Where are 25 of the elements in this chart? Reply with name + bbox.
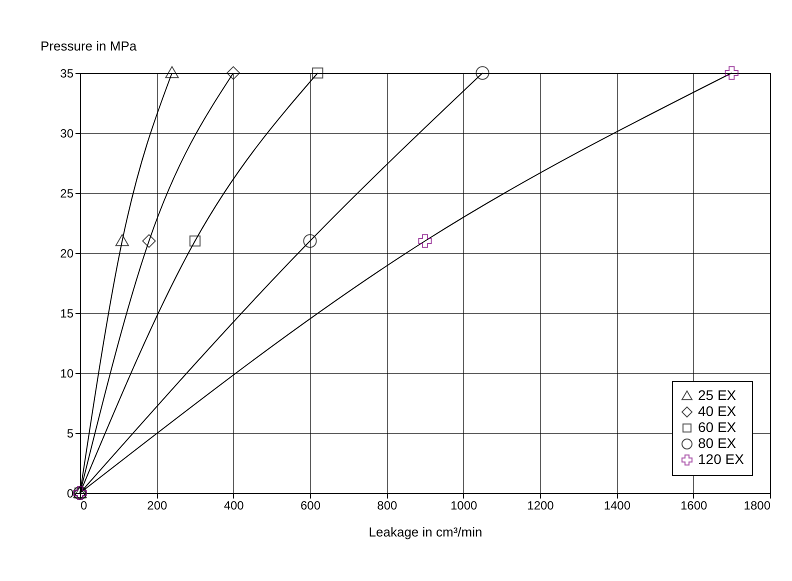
legend-label: 120 EX xyxy=(698,451,745,467)
legend-label: 40 EX xyxy=(698,403,737,419)
y-tick-label: 10 xyxy=(60,366,74,380)
x-tick-label: 200 xyxy=(147,498,168,512)
x-tick-label: 400 xyxy=(224,498,244,512)
y-tick-label: 5 xyxy=(66,426,74,440)
y-axis-title: Pressure in MPa xyxy=(40,38,138,54)
x-tick-label: 1800 xyxy=(744,498,771,512)
x-tick-label: 0 xyxy=(80,498,88,512)
x-tick-label: 1200 xyxy=(527,498,554,512)
y-tick-label: 20 xyxy=(60,246,74,260)
x-tick-label: 1400 xyxy=(604,498,631,512)
x-axis-title: Leakage in cm³/min xyxy=(368,524,482,540)
x-tick-label: 800 xyxy=(377,498,398,512)
y-tick-label: 35 xyxy=(60,66,74,80)
y-tick-label: 15 xyxy=(60,306,74,320)
x-tick-label: 600 xyxy=(300,498,321,512)
y-tick-label: 0 xyxy=(66,486,74,500)
x-tick-label: 1600 xyxy=(680,498,708,512)
y-tick-label: 30 xyxy=(60,126,74,140)
legend-label: 25 EX xyxy=(698,387,737,403)
legend-label: 80 EX xyxy=(698,435,737,451)
legend-label: 60 EX xyxy=(698,419,737,435)
y-tick-label: 25 xyxy=(60,186,74,200)
x-tick-label: 1000 xyxy=(450,498,478,512)
